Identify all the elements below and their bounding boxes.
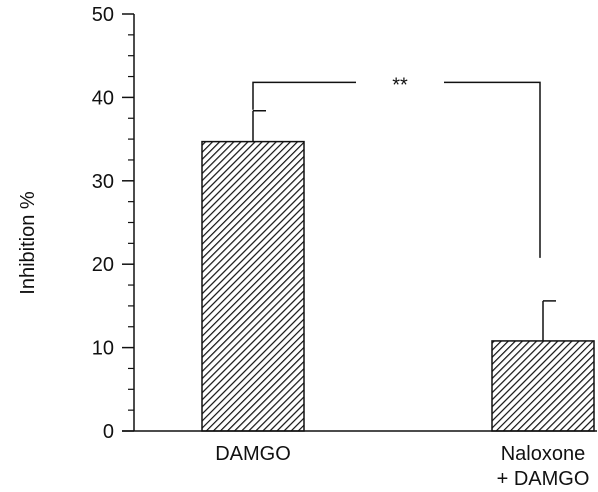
y-tick-label: 20 xyxy=(92,254,114,276)
significance-label: ** xyxy=(392,74,408,96)
y-tick-label: 30 xyxy=(92,171,114,193)
bars-layer xyxy=(201,109,595,432)
x-category-label-1: + DAMGO xyxy=(497,468,590,490)
axes-layer xyxy=(122,13,597,432)
bar-0 xyxy=(201,140,305,432)
y-tick-label: 50 xyxy=(92,4,114,26)
significance-bracket-right xyxy=(444,81,541,258)
y-tick-label: 10 xyxy=(92,338,114,360)
y-tick-label: 40 xyxy=(92,87,114,109)
y-axis-title: Inhibition % xyxy=(17,191,39,295)
x-category-label-1: Naloxone xyxy=(501,443,586,465)
bar-1 xyxy=(491,340,595,432)
labels-layer: 0 10 20 30 40 50 DAMGO Naloxone + DAMGO ** xyxy=(92,4,590,490)
significance-bracket-left xyxy=(252,81,356,110)
y-tick-label: 0 xyxy=(103,421,114,443)
x-category-label-0: DAMGO xyxy=(215,443,291,465)
